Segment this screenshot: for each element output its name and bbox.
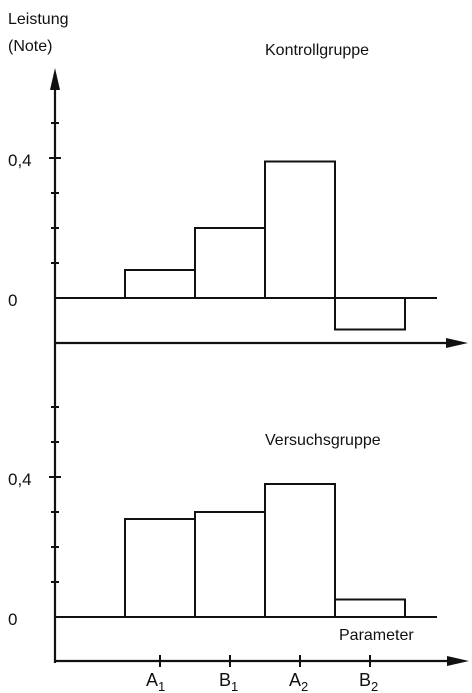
svg-text:B1: B1 — [219, 670, 238, 693]
svg-text:A1: A1 — [146, 670, 165, 693]
y-tick-label-bottom-0: 0 — [8, 610, 17, 629]
svg-text:A2: A2 — [289, 670, 308, 693]
panel-title-versuchsgruppe: Versuchsgruppe — [265, 432, 381, 449]
bar-kontroll-a1 — [124, 269, 196, 299]
y-axis-label-line2: (Note) — [8, 38, 52, 55]
panel-versuchsgruppe — [49, 406, 437, 618]
svg-text:B2: B2 — [359, 670, 378, 693]
category-label-a1: A1 — [146, 670, 165, 693]
y-axis-label-line1: Leistung — [8, 11, 69, 28]
bar-versuch-b2 — [334, 598, 406, 618]
category-label-b1: B1 — [219, 670, 238, 693]
x-axis-label: Parameter — [339, 627, 414, 644]
bar-kontroll-b1 — [194, 227, 266, 299]
top-panel-x-axis-arrow-icon — [446, 338, 468, 348]
panel-kontrollgruppe — [49, 87, 437, 331]
bar-kontroll-b2 — [334, 297, 406, 331]
category-label-a2: A2 — [289, 670, 308, 693]
axes — [50, 68, 469, 667]
y-tick-label-top-0-4: 0,4 — [8, 151, 32, 170]
category-label-b2: B2 — [359, 670, 378, 693]
bar-versuch-a1 — [124, 518, 196, 618]
y-tick-label-bottom-0-4: 0,4 — [8, 470, 32, 489]
bottom-panel-x-axis-arrow-icon — [447, 656, 469, 666]
y-tick-label-top-0: 0 — [8, 291, 17, 310]
y-axis-arrow-icon — [50, 68, 60, 90]
bar-kontroll-a2 — [264, 160, 336, 299]
bar-versuch-b1 — [194, 511, 266, 618]
panel-title-kontrollgruppe: Kontrollgruppe — [265, 42, 369, 59]
bar-versuch-a2 — [264, 483, 336, 618]
